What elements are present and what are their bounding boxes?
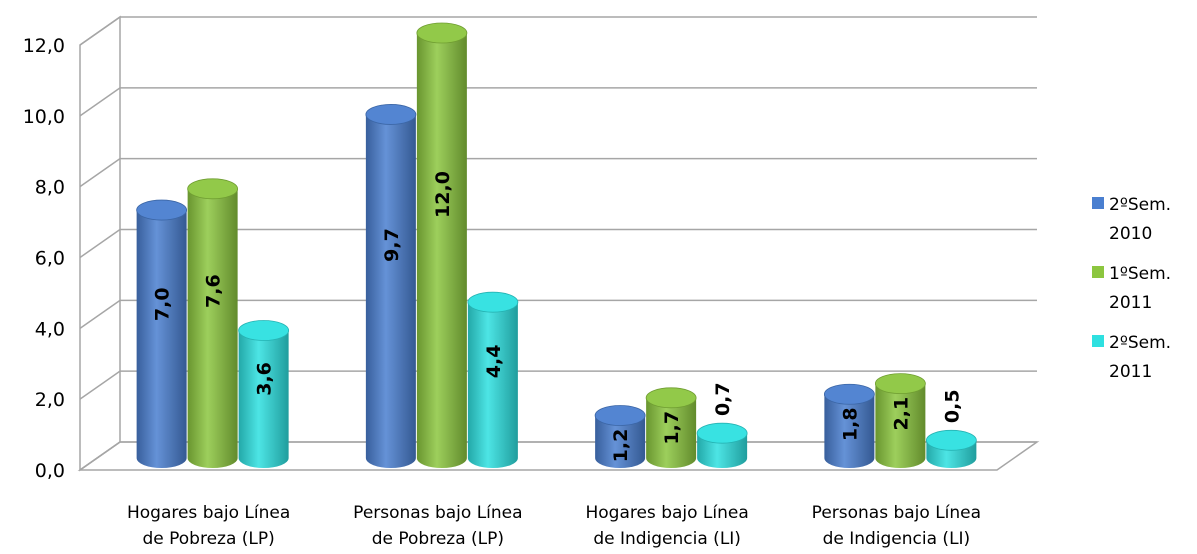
y-tick-label: 10,0 <box>23 106 65 128</box>
bars <box>136 22 977 469</box>
legend-swatch <box>1092 266 1104 278</box>
bar-top <box>925 429 977 451</box>
data-label: 7,0 <box>152 287 174 321</box>
x-category-label: de Indigencia (LI) <box>823 529 971 549</box>
bar-top <box>136 199 188 221</box>
x-category-label: Personas bajo Línea <box>812 503 981 523</box>
legend-label: 2ºSem. <box>1109 195 1171 215</box>
bar <box>365 114 416 468</box>
bar <box>416 33 467 468</box>
y-tick-label: 12,0 <box>23 35 65 57</box>
y-tick-label: 2,0 <box>35 389 65 411</box>
bar <box>875 383 926 468</box>
bar <box>136 210 187 469</box>
x-category-label: de Pobreza (LP) <box>142 529 274 549</box>
legend-label: 2ºSem. <box>1109 333 1171 353</box>
legend-label: 2011 <box>1109 362 1152 382</box>
x-category-label: Personas bajo Línea <box>353 503 522 523</box>
x-category-label: de Indigencia (LI) <box>593 529 741 549</box>
x-category-label: de Pobreza (LP) <box>372 529 504 549</box>
data-label: 0,7 <box>712 382 734 416</box>
y-tick-label: 8,0 <box>35 177 65 199</box>
data-label: 12,0 <box>432 171 454 218</box>
bar-top <box>416 22 468 44</box>
y-tick-label: 6,0 <box>35 248 65 270</box>
bar-top <box>874 373 926 395</box>
gridline <box>79 228 1037 259</box>
gridline <box>79 157 1037 188</box>
data-label: 1,8 <box>839 407 861 441</box>
x-axis-category-labels: Hogares bajo Línea de Pobreza (LP) Persona… <box>127 503 981 549</box>
data-label: 2,1 <box>890 397 912 431</box>
bar-top <box>467 291 519 313</box>
bar-top <box>696 422 748 444</box>
data-labels: 7,0 7,6 3,6 9,7 12,0 4,4 1,2 1,7 0,7 1,8 2,1 0,5 <box>152 171 964 462</box>
data-label: 1,2 <box>610 429 632 463</box>
bar-top <box>238 320 290 341</box>
gridline <box>79 370 1037 400</box>
legend-label: 2011 <box>1109 293 1152 313</box>
bar-top <box>823 383 875 405</box>
y-tick-label: 0,0 <box>35 460 65 482</box>
bar-top <box>645 387 697 409</box>
bar-top <box>187 178 239 200</box>
bar <box>467 302 518 468</box>
gridline <box>79 87 1037 117</box>
bar <box>595 415 646 468</box>
x-category-label: Hogares bajo Línea <box>585 503 748 523</box>
bar-top <box>365 104 417 125</box>
data-label: 7,6 <box>203 274 225 308</box>
data-label: 0,5 <box>941 389 963 423</box>
y-tick-label: 4,0 <box>35 318 65 340</box>
bar <box>824 394 875 468</box>
data-label: 9,7 <box>381 228 403 262</box>
bar <box>187 188 238 469</box>
x-category-label: Hogares bajo Línea <box>127 503 290 523</box>
data-label: 4,4 <box>483 345 505 379</box>
bar <box>646 397 697 468</box>
legend-swatch <box>1092 335 1104 347</box>
y-axis-tick-labels: 0,0 2,0 4,0 6,0 8,0 10,0 12,0 <box>23 35 65 482</box>
bar <box>238 330 289 468</box>
gridline <box>79 16 1037 46</box>
gridline <box>79 299 1037 329</box>
data-label: 3,6 <box>254 362 276 396</box>
legend-label: 1ºSem. <box>1109 264 1171 284</box>
data-label: 1,7 <box>661 411 683 445</box>
bar-top <box>594 405 646 426</box>
legend: 2ºSem. 2010 1ºSem. 2011 2ºSem. 2011 <box>1092 195 1171 382</box>
legend-label: 2010 <box>1109 224 1152 244</box>
legend-swatch <box>1092 197 1104 209</box>
gridlines <box>79 16 1037 471</box>
